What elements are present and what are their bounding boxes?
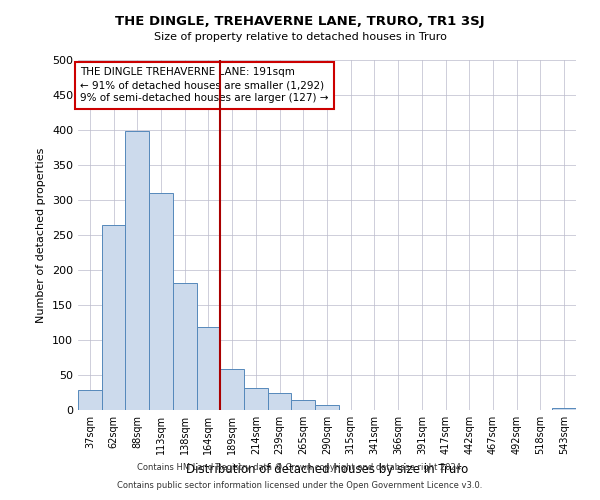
Text: Size of property relative to detached houses in Truro: Size of property relative to detached ho…: [154, 32, 446, 42]
Y-axis label: Number of detached properties: Number of detached properties: [37, 148, 46, 322]
Text: THE DINGLE, TREHAVERNE LANE, TRURO, TR1 3SJ: THE DINGLE, TREHAVERNE LANE, TRURO, TR1 …: [115, 15, 485, 28]
Bar: [220, 368, 244, 410]
Bar: [197, 328, 220, 410]
Text: Contains HM Land Registry data © Crown copyright and database right 2024.: Contains HM Land Registry data © Crown c…: [137, 464, 463, 472]
Bar: [173, 284, 197, 410]
Bar: [244, 388, 268, 410]
Text: THE DINGLE TREHAVERNE LANE: 191sqm
← 91% of detached houses are smaller (1,292)
: THE DINGLE TREHAVERNE LANE: 191sqm ← 91%…: [80, 67, 329, 104]
Bar: [125, 130, 149, 410]
Bar: [552, 408, 576, 410]
Bar: [149, 193, 173, 410]
Bar: [315, 405, 339, 410]
Bar: [292, 400, 315, 410]
Bar: [78, 390, 102, 410]
Text: Contains public sector information licensed under the Open Government Licence v3: Contains public sector information licen…: [118, 481, 482, 490]
Bar: [102, 224, 125, 410]
Bar: [268, 392, 292, 410]
X-axis label: Distribution of detached houses by size in Truro: Distribution of detached houses by size …: [186, 462, 468, 475]
